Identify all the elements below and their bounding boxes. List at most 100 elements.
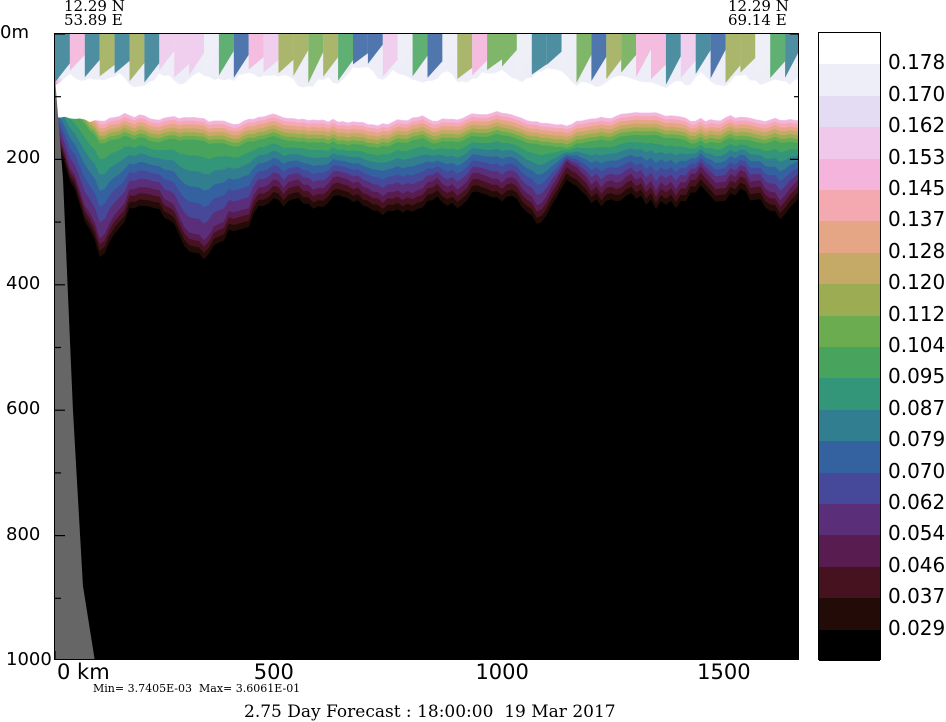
colorbar-level-label: 0.170 <box>888 81 946 106</box>
surface-patch <box>263 34 279 73</box>
y-tick-label: 400 <box>6 272 41 294</box>
y-tick-label: 600 <box>6 398 41 420</box>
section-heatmap <box>55 34 798 659</box>
colorbar-swatch <box>819 472 880 505</box>
colorbar-level-label: 0.054 <box>888 521 946 546</box>
colorbar-swatch <box>819 347 880 379</box>
colorbar-level-label: 0.070 <box>888 458 946 483</box>
surface-patch <box>174 34 190 78</box>
colorbar-swatch <box>819 221 880 254</box>
colorbar-swatch <box>819 33 880 65</box>
surface-patch <box>248 34 264 70</box>
x-tick-label: 500 <box>253 660 294 684</box>
colorbar-swatch <box>819 158 880 191</box>
surface-patch <box>725 34 741 83</box>
surface-patch <box>755 34 771 78</box>
top-right-lon: 69.14 E <box>728 11 787 29</box>
colorbar-level-label: 0.120 <box>888 270 946 295</box>
surface-patch <box>710 34 726 79</box>
surface-patch <box>606 34 622 80</box>
surface-patch <box>487 34 502 71</box>
colorbar-swatch <box>819 441 880 474</box>
surface-patch <box>84 34 100 78</box>
surface-patch <box>785 34 798 78</box>
y-tick-label: 200 <box>6 147 41 169</box>
section-plot <box>54 33 799 660</box>
surface-patch <box>531 34 547 75</box>
x-tick-label: 1000 <box>475 660 529 684</box>
surface-patch <box>770 34 786 78</box>
surface-patch <box>323 34 339 77</box>
surface-patch <box>382 34 398 77</box>
colorbar-level-label: 0.062 <box>888 490 946 514</box>
colorbar-swatch <box>819 64 880 97</box>
surface-patch <box>367 34 383 64</box>
colorbar-swatch <box>819 566 880 599</box>
surface-patch <box>561 34 577 69</box>
colorbar-swatch <box>819 315 880 348</box>
surface-patch <box>69 34 85 71</box>
top-right-lat: 12.29 N <box>728 0 789 15</box>
colorbar-swatch <box>819 378 880 411</box>
surface-patch <box>457 34 473 80</box>
surface-patch <box>695 34 711 75</box>
surface-patch <box>442 34 458 70</box>
surface-patch <box>308 34 324 84</box>
surface-patch <box>636 34 651 78</box>
colorbar-level-label: 0.153 <box>888 144 946 169</box>
surface-patch <box>427 34 443 78</box>
colorbar <box>818 32 881 662</box>
surface-patch <box>740 34 756 73</box>
land-mask <box>55 77 95 659</box>
surface-patch <box>293 34 309 77</box>
top-left-lat: 12.29 N <box>64 0 125 15</box>
surface-patch <box>665 34 681 85</box>
surface-patch <box>516 34 532 77</box>
min-max-readout: Min= 3.7405E-03 Max= 3.6061E-01 <box>93 682 301 695</box>
surface-patch <box>278 34 294 74</box>
colorbar-level-label: 0.079 <box>888 427 946 452</box>
surface-patch <box>576 34 592 83</box>
colorbar-swatch <box>819 629 880 662</box>
colorbar-level-label: 0.162 <box>888 113 946 138</box>
forecast-caption: 2.75 Day Forecast : 18:00:00 19 Mar 2017 <box>244 702 616 722</box>
surface-patch <box>546 34 562 65</box>
colorbar-swatch <box>819 127 880 160</box>
y-tick-label: 0m <box>0 22 29 43</box>
surface-patch <box>397 34 413 71</box>
colorbar-swatch <box>819 409 880 442</box>
surface-patch <box>338 34 353 81</box>
surface-patch <box>114 34 130 74</box>
colorbar-swatch <box>819 598 880 631</box>
surface-patch <box>144 34 160 83</box>
colorbar-level-label: 0.112 <box>888 301 946 326</box>
colorbar-swatch <box>819 504 880 536</box>
x-tick-label: 1500 <box>697 660 751 684</box>
y-tick-label: 800 <box>6 523 41 545</box>
surface-patch <box>55 34 70 83</box>
surface-patch <box>204 34 219 73</box>
colorbar-level-label: 0.128 <box>888 238 946 263</box>
surface-patch <box>99 34 115 77</box>
surface-patch <box>591 34 607 82</box>
colorbar-swatch <box>819 284 880 317</box>
x-tick-label: 0 km <box>57 660 110 684</box>
colorbar-level-label: 0.029 <box>888 615 946 640</box>
surface-patch <box>651 34 666 80</box>
y-tick-label: 1000 <box>6 649 52 670</box>
colorbar-swatch <box>819 190 880 222</box>
colorbar-swatch <box>819 95 880 128</box>
colorbar-level-label: 0.046 <box>888 552 946 577</box>
surface-patch <box>412 34 428 77</box>
colorbar-swatch <box>819 535 880 568</box>
surface-patch <box>159 34 175 71</box>
surface-patch <box>621 34 637 73</box>
colorbar-level-label: 0.095 <box>888 364 946 389</box>
surface-patch <box>218 34 234 76</box>
colorbar-level-label: 0.087 <box>888 395 946 420</box>
surface-patch <box>233 34 249 78</box>
colorbar-level-label: 0.037 <box>888 584 946 609</box>
surface-patch <box>353 34 368 65</box>
heatmap-max-core <box>55 67 798 126</box>
surface-patch <box>189 34 204 76</box>
